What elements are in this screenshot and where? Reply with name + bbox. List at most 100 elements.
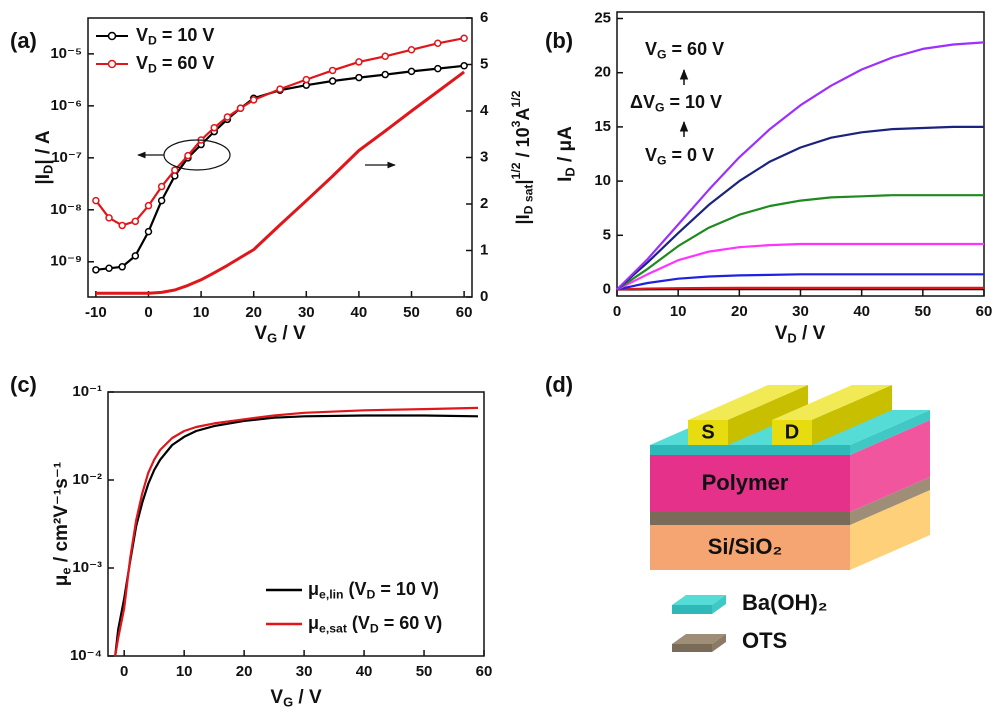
- text-part: μ: [51, 575, 72, 587]
- y2-axis-label: |ID sat|1/2 / 103A1/2: [509, 90, 536, 224]
- text-part: = 60 V): [379, 613, 443, 633]
- y-tick-label: 10⁻²: [72, 471, 102, 488]
- x-tick-label: 20: [731, 303, 748, 320]
- y2-tick-label: 0: [480, 288, 488, 305]
- x-tick-label: 40: [351, 304, 368, 321]
- data-marker: [185, 153, 191, 159]
- data-line: [96, 66, 464, 270]
- baoh-front: [650, 445, 850, 455]
- y-tick-label: 20: [594, 64, 611, 81]
- text-part: / cm²V⁻¹s⁻¹: [51, 462, 72, 568]
- x-tick-label: 10: [670, 303, 687, 320]
- x-tick-label: 0: [613, 303, 621, 320]
- data-marker: [251, 97, 257, 103]
- y2-tick-label: 1: [480, 241, 488, 258]
- layer-label: Polymer: [702, 470, 789, 495]
- text-part: G: [657, 48, 667, 62]
- y-axis-label: ID / μA: [555, 126, 578, 182]
- text-part: | / A: [33, 130, 54, 164]
- figure: (d) S D Polymer Si/SiO₂ Ba(OH)₂ OTS (a)-…: [0, 0, 998, 714]
- data-marker: [303, 77, 309, 83]
- data-marker: [211, 125, 217, 131]
- data-marker: [435, 66, 441, 72]
- y-tick-label: 10⁻⁹: [50, 253, 82, 270]
- data-marker: [356, 75, 362, 81]
- y-axis-label: |ID| / A: [33, 130, 56, 184]
- panel-label: (d): [545, 372, 573, 397]
- y2-tick-label: 2: [480, 195, 488, 212]
- annotation: VG = 0 V: [645, 145, 714, 168]
- text-part: G: [267, 331, 277, 346]
- legend-marker: [109, 33, 116, 40]
- text-part: e,sat: [319, 622, 347, 636]
- text-part: V: [645, 145, 657, 165]
- data-marker: [409, 68, 415, 74]
- text-part: A: [513, 108, 533, 121]
- text-part: ΔV: [630, 92, 655, 112]
- page: {"chart_data": [ {"type": "line", "panel…: [0, 0, 998, 714]
- text-part: e,lin: [319, 588, 343, 602]
- text-part: 1/2: [509, 90, 523, 107]
- data-marker: [159, 184, 165, 190]
- text-part: (V: [347, 613, 370, 633]
- data-marker: [106, 265, 112, 271]
- data-marker: [145, 203, 151, 209]
- text-part: D: [148, 62, 157, 76]
- y2-tick-label: 4: [480, 102, 489, 119]
- y2-tick-label: 3: [480, 148, 488, 165]
- data-marker: [356, 59, 362, 65]
- y2-tick-label: 6: [480, 9, 488, 26]
- text-part: V: [645, 39, 657, 59]
- x-tick-label: 60: [476, 663, 493, 680]
- text-part: μ: [308, 579, 319, 599]
- text-part: V: [136, 53, 148, 73]
- x-tick-label: 60: [456, 304, 473, 321]
- text-part: D: [787, 331, 796, 346]
- text-part: = 10 V): [375, 579, 439, 599]
- text-part: V: [254, 323, 267, 344]
- y-tick-label: 10⁻⁵: [50, 45, 82, 62]
- y-tick-label: 10⁻³: [72, 559, 102, 576]
- data-marker: [172, 167, 178, 173]
- text-part: 1/2: [509, 162, 523, 179]
- x-tick-label: 30: [792, 303, 809, 320]
- data-marker: [435, 40, 441, 46]
- electrode-label: D: [785, 421, 799, 443]
- text-part: V: [270, 687, 283, 708]
- x-tick-label: 50: [914, 303, 931, 320]
- text-part: |I: [513, 214, 533, 224]
- data-marker: [461, 63, 467, 69]
- text-part: = 10 V: [664, 92, 722, 112]
- text-part: V: [136, 25, 148, 45]
- data-marker: [119, 222, 125, 228]
- y-tick-label: 5: [603, 226, 611, 243]
- text-part: D: [367, 588, 376, 602]
- x-tick-label: 0: [120, 663, 128, 680]
- data-marker: [93, 198, 99, 204]
- x-tick-label: 50: [403, 304, 420, 321]
- annotation: ΔVG = 10 V: [630, 92, 722, 115]
- legend-marker: [109, 61, 116, 68]
- x-tick-label: 50: [416, 663, 433, 680]
- text-part: |I: [33, 174, 54, 185]
- data-marker: [132, 253, 138, 259]
- data-marker: [238, 105, 244, 111]
- device-diagram: (d) S D Polymer Si/SiO₂ Ba(OH)₂ OTS: [545, 372, 930, 653]
- text-part: / μA: [555, 126, 576, 167]
- panel-label: (b): [545, 28, 573, 53]
- y-tick-label: 10⁻⁴: [70, 647, 102, 664]
- x-tick-label: 10: [176, 663, 193, 680]
- text-part: = 60 V: [667, 39, 725, 59]
- text-part: = 0 V: [667, 145, 715, 165]
- text-part: / V: [293, 687, 322, 708]
- text-part: D: [563, 167, 578, 176]
- data-marker: [145, 229, 151, 235]
- data-marker: [159, 198, 165, 204]
- text-part: G: [655, 101, 665, 115]
- text-part: V: [775, 323, 788, 344]
- x-axis-label: VG / V: [270, 687, 322, 710]
- data-marker: [382, 53, 388, 59]
- text-part: (V: [344, 579, 367, 599]
- text-part: D: [148, 34, 157, 48]
- x-tick-label: 20: [245, 304, 262, 321]
